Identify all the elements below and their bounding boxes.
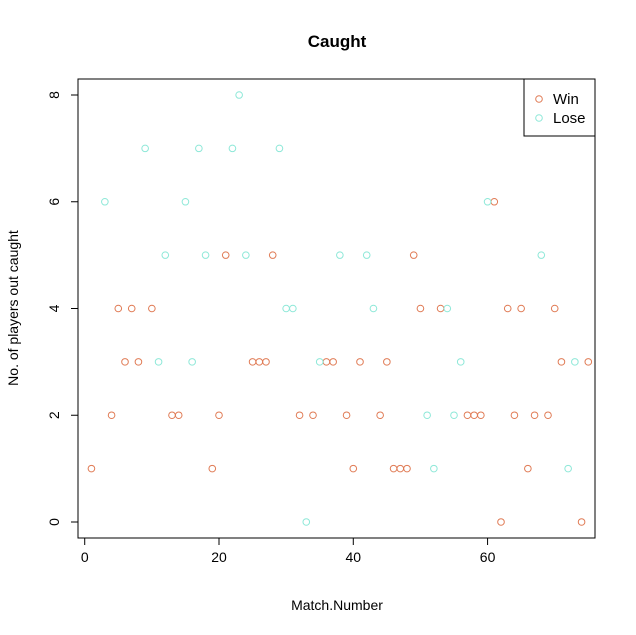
point-lose [369, 304, 378, 313]
legend-marker-lose [535, 114, 543, 122]
x-axis-label: Match.Number [291, 597, 383, 613]
x-tick-label: 60 [480, 549, 496, 565]
point-lose [564, 464, 572, 473]
point-win [342, 411, 351, 420]
point-lose [154, 358, 163, 366]
point-win [295, 411, 304, 420]
point-win [497, 518, 505, 526]
x-axis: 0 20 40 60 [81, 537, 496, 565]
point-lose [195, 144, 203, 153]
point-win [356, 358, 364, 366]
point-lose [537, 251, 546, 259]
data-points [87, 91, 593, 526]
point-lose [242, 251, 250, 259]
point-win [416, 304, 425, 313]
point-lose [483, 197, 492, 206]
y-tick-label: 8 [46, 91, 62, 99]
point-win [134, 358, 143, 366]
y-tick-label: 2 [46, 411, 62, 419]
y-axis: 0 2 4 6 8 [46, 91, 79, 526]
point-win [262, 358, 270, 366]
point-win [248, 358, 257, 366]
legend-box [523, 78, 596, 137]
point-lose [282, 304, 290, 313]
point-lose [362, 251, 371, 259]
point-win [436, 304, 445, 313]
y-tick-label: 6 [46, 198, 62, 206]
point-win [107, 411, 116, 420]
point-win [409, 251, 418, 259]
point-lose [101, 197, 109, 206]
point-win [510, 411, 519, 420]
point-lose [443, 304, 452, 313]
legend-marker-win [535, 95, 543, 103]
y-tick-label: 4 [46, 304, 62, 312]
point-win [389, 464, 398, 473]
point-win [148, 304, 156, 313]
point-win [550, 304, 559, 313]
point-win [463, 411, 472, 420]
point-win [376, 411, 384, 420]
point-win [268, 251, 277, 259]
point-win [329, 358, 337, 366]
point-win [383, 358, 391, 366]
legend-label-win: Win [553, 91, 579, 108]
point-lose [430, 464, 438, 473]
x-tick-label: 0 [81, 549, 89, 565]
x-tick-label: 40 [345, 549, 361, 565]
point-win [490, 197, 499, 206]
point-lose [201, 251, 210, 259]
point-win [255, 358, 264, 366]
chart-title: Caught [308, 32, 367, 51]
point-lose [235, 91, 243, 99]
point-lose [188, 358, 196, 366]
point-win [584, 358, 593, 366]
point-lose [302, 518, 311, 526]
point-win [349, 464, 358, 473]
point-win [322, 358, 331, 366]
point-lose [141, 144, 149, 153]
y-axis-label: No. of players out caught [5, 230, 21, 386]
point-lose [289, 304, 297, 313]
x-tick-label: 20 [211, 549, 227, 565]
point-win [168, 411, 176, 420]
point-win [208, 464, 217, 473]
point-win [396, 464, 405, 473]
point-win [114, 304, 123, 313]
point-win [530, 411, 539, 420]
point-win [577, 518, 586, 526]
y-tick-label: 0 [46, 518, 62, 526]
point-win [127, 304, 136, 313]
legend-label-lose: Lose [553, 110, 586, 127]
point-lose [315, 358, 324, 366]
point-win [557, 358, 566, 366]
point-lose [275, 144, 284, 153]
point-lose [161, 251, 170, 259]
legend: Win Lose [523, 78, 596, 137]
point-win [524, 464, 532, 473]
point-win [503, 304, 512, 313]
point-lose [450, 411, 458, 420]
point-win [221, 251, 230, 259]
point-win [544, 411, 552, 420]
point-win [477, 411, 485, 420]
point-win [517, 304, 525, 313]
point-lose [456, 358, 465, 366]
point-win [215, 411, 223, 420]
point-lose [571, 358, 579, 366]
point-win [174, 411, 183, 420]
point-win [403, 464, 411, 473]
point-lose [181, 197, 190, 206]
point-win [87, 464, 96, 473]
point-win [121, 358, 129, 366]
point-win [470, 411, 478, 420]
point-win [309, 411, 317, 420]
point-lose [423, 411, 431, 420]
point-lose [228, 144, 237, 153]
point-lose [336, 251, 344, 259]
